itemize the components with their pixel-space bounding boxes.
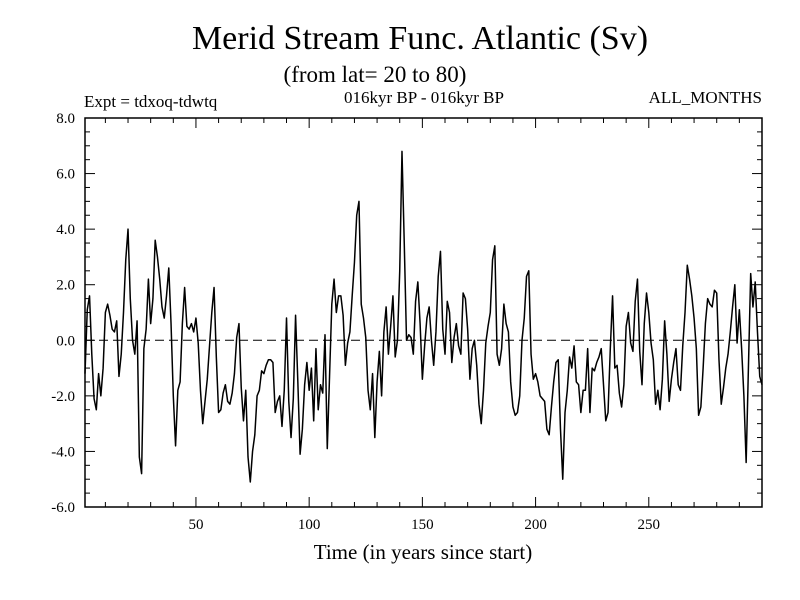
y-tick-label: -6.0 (51, 500, 75, 516)
x-tick-label: 50 (188, 517, 203, 533)
axis-tick-labels: 50 100 150 200 250 -6.0 -4.0 -2.0 0.0 2.0 4.0 6.0 8.… (51, 111, 660, 533)
x-axis-label: Time (in years since start) (314, 540, 533, 564)
x-tick-label: 250 (638, 517, 661, 533)
y-tick-label: 2.0 (56, 278, 75, 294)
data-series-line (84, 150, 763, 483)
chart-subtitle: (from lat= 20 to 80) (284, 62, 467, 87)
y-tick-label: -4.0 (51, 444, 75, 460)
axis-ticks (85, 118, 762, 507)
y-tick-label: 6.0 (56, 167, 75, 183)
experiment-label: Expt = tdxoq-tdwtq (84, 92, 218, 111)
plot-frame (84, 117, 763, 508)
x-tick-label: 150 (411, 517, 434, 533)
y-tick-label: -2.0 (51, 389, 75, 405)
y-tick-label: 8.0 (56, 111, 75, 127)
period-label: 016kyr BP - 016kyr BP (344, 88, 504, 107)
months-label: ALL_MONTHS (649, 88, 762, 107)
y-tick-label: 0.0 (56, 333, 75, 349)
y-tick-label: 4.0 (56, 222, 75, 238)
chart-title: Merid Stream Func. Atlantic (Sv) (192, 20, 648, 57)
x-tick-label: 100 (298, 517, 321, 533)
x-tick-label: 200 (524, 517, 547, 533)
